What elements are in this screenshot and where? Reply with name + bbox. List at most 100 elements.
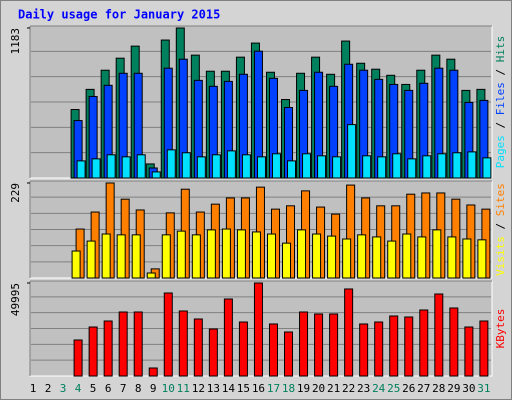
bar [88, 326, 98, 377]
bar [176, 230, 186, 279]
bar [387, 240, 397, 279]
legend-entry: Sites [494, 183, 507, 216]
bar [148, 367, 158, 377]
x-tick-label: 7 [120, 382, 127, 395]
x-tick-label: 10 [162, 382, 175, 395]
x-tick-label: 1 [30, 382, 37, 395]
legend-separator: / [494, 115, 507, 135]
x-tick-label: 6 [105, 382, 112, 395]
bar [479, 320, 489, 377]
bar [236, 229, 246, 279]
bar [417, 236, 427, 279]
bar [362, 155, 372, 179]
y-tick-label: 49995 [9, 283, 22, 316]
x-tick-label: 24 [372, 382, 386, 395]
x-tick-label: 8 [135, 382, 142, 395]
bar [223, 298, 233, 377]
bar [392, 153, 402, 179]
x-tick-label: 31 [477, 382, 490, 395]
bar [317, 155, 327, 179]
y-tick-label: 1183 [9, 28, 22, 55]
bar [76, 160, 86, 179]
bar [181, 152, 191, 179]
x-tick-label: 26 [402, 382, 415, 395]
legend-separator: / [494, 62, 507, 82]
bar [462, 238, 472, 279]
bar [196, 156, 206, 179]
chart-title: Daily usage for January 2015 [18, 8, 220, 22]
bar [449, 307, 459, 377]
bar [71, 250, 81, 279]
bar [419, 309, 429, 377]
x-tick-label: 18 [282, 382, 295, 395]
bar [161, 234, 171, 279]
bar [434, 293, 444, 377]
bar [191, 234, 201, 279]
bar [359, 323, 369, 377]
bar [226, 150, 236, 179]
legend-separator: / [494, 216, 507, 236]
bar [116, 234, 126, 279]
x-tick-label: 3 [60, 382, 67, 395]
bar [118, 311, 128, 377]
bar [402, 233, 412, 279]
legend: Pages / Files / Hits [494, 36, 507, 169]
bar [221, 228, 231, 279]
bar [251, 231, 261, 279]
bar [271, 153, 281, 179]
bar [146, 272, 156, 279]
x-tick-label: 28 [432, 382, 445, 395]
bar [131, 234, 141, 279]
bar [422, 155, 432, 179]
x-tick-label: 17 [267, 382, 280, 395]
bar [136, 154, 146, 179]
x-tick-label: 20 [312, 382, 325, 395]
bar [432, 229, 442, 279]
x-tick-label: 11 [177, 382, 190, 395]
bar [287, 160, 297, 179]
bar [106, 154, 116, 179]
bar [211, 154, 221, 179]
x-tick-label: 30 [462, 382, 475, 395]
x-tick-label: 4 [75, 382, 82, 395]
legend-entry: Files [494, 82, 507, 115]
bar [268, 323, 278, 377]
y-tick-label: 229 [9, 183, 22, 203]
legend-entry: Hits [494, 36, 507, 63]
legend: Visits / Sites [494, 183, 507, 276]
bar [73, 339, 83, 377]
bar [314, 313, 324, 377]
bar [464, 326, 474, 377]
bar [377, 156, 387, 179]
bar [407, 158, 417, 179]
bar [297, 229, 307, 279]
bar [166, 149, 176, 179]
bar [329, 313, 339, 377]
x-tick-label: 12 [192, 382, 205, 395]
x-tick-label: 23 [357, 382, 370, 395]
bar [344, 288, 354, 377]
legend-entry: Pages [494, 135, 507, 168]
bar [253, 282, 263, 377]
x-tick-label: 19 [297, 382, 310, 395]
bar [208, 328, 218, 377]
bar [312, 233, 322, 279]
x-tick-label: 5 [90, 382, 97, 395]
bar [342, 238, 352, 279]
bar [447, 236, 457, 279]
bar [404, 316, 414, 377]
bar [91, 158, 101, 179]
bar [121, 156, 131, 179]
x-tick-label: 16 [252, 382, 265, 395]
x-tick-label: 29 [447, 382, 460, 395]
x-tick-label: 27 [417, 382, 430, 395]
legend-entry: Visits [494, 236, 507, 276]
bar [133, 311, 143, 377]
x-tick-label: 13 [207, 382, 220, 395]
bar [266, 233, 276, 279]
bar [241, 154, 251, 179]
bar [332, 156, 342, 179]
bar [452, 152, 462, 179]
